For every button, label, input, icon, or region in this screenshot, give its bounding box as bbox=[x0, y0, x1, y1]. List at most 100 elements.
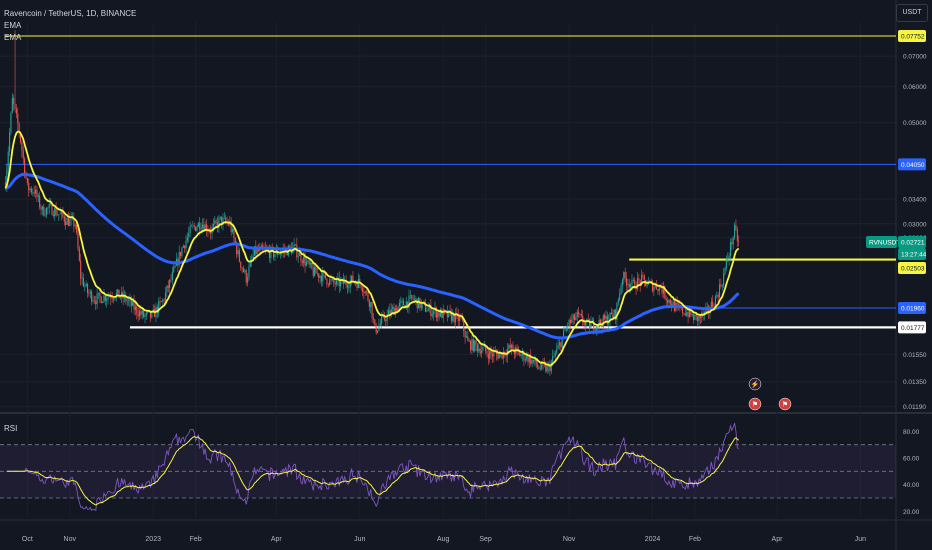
candle-body bbox=[108, 296, 110, 298]
candle-body bbox=[579, 313, 581, 315]
candle-body bbox=[736, 229, 738, 242]
candle-body bbox=[28, 182, 30, 191]
candle-body bbox=[223, 217, 225, 219]
candle-body bbox=[731, 242, 733, 245]
candle-body bbox=[230, 221, 232, 232]
candle-body bbox=[251, 259, 253, 261]
candle-body bbox=[438, 312, 440, 317]
candle-body bbox=[639, 280, 641, 285]
candle-body bbox=[578, 311, 580, 314]
candle-body bbox=[7, 151, 9, 170]
candle-body bbox=[143, 310, 145, 317]
candle-body bbox=[415, 298, 417, 300]
candle-body bbox=[240, 261, 242, 268]
ema-lines bbox=[4, 130, 740, 367]
candle-body bbox=[483, 345, 485, 348]
candle-body bbox=[95, 301, 97, 305]
ema-indicator-label-2[interactable]: EMA bbox=[4, 33, 22, 42]
candle-body bbox=[667, 300, 669, 303]
candle-body bbox=[398, 302, 400, 307]
candle-body bbox=[553, 355, 555, 357]
candle-body bbox=[26, 178, 28, 183]
candle-body bbox=[641, 275, 643, 285]
candle-body bbox=[549, 365, 551, 372]
candle-body bbox=[133, 300, 135, 310]
candle-body bbox=[192, 225, 194, 227]
rsi-label[interactable]: RSI bbox=[4, 424, 18, 433]
candle-body bbox=[493, 351, 495, 357]
candle-body bbox=[316, 273, 318, 274]
candle-body bbox=[405, 301, 407, 309]
candle-body bbox=[78, 248, 80, 261]
candle-body bbox=[430, 305, 432, 317]
time-tick-label: Nov bbox=[64, 536, 77, 543]
candle-body bbox=[599, 319, 602, 324]
candle-body bbox=[537, 364, 539, 367]
rsi-tick-label: 60.00 bbox=[903, 456, 920, 463]
candle-body bbox=[646, 284, 648, 286]
candle-body bbox=[512, 344, 514, 351]
candle-body bbox=[301, 261, 303, 264]
candle-body bbox=[444, 309, 446, 311]
candle-body bbox=[208, 231, 210, 232]
candle-body bbox=[615, 310, 617, 320]
candle-body bbox=[35, 189, 37, 194]
candle-body bbox=[214, 220, 216, 224]
candle-body bbox=[402, 300, 405, 306]
candle-body bbox=[720, 284, 722, 287]
candle-body bbox=[710, 301, 712, 310]
candle-body bbox=[441, 309, 443, 319]
candle-body bbox=[41, 206, 43, 210]
candle-body bbox=[657, 289, 659, 292]
ema-fast-line bbox=[4, 130, 740, 367]
candle-body bbox=[136, 306, 138, 314]
candle-body bbox=[580, 314, 582, 316]
candle-body bbox=[621, 279, 623, 286]
candle-body bbox=[236, 243, 238, 255]
candle-body bbox=[409, 295, 411, 296]
candle-body bbox=[381, 316, 383, 324]
rsi-tick-label: 80.00 bbox=[903, 429, 920, 436]
candle-body bbox=[144, 315, 146, 317]
candle-body bbox=[335, 279, 338, 285]
candle-body bbox=[385, 319, 387, 322]
event-icons: ⚡ ⚑ ⚑ bbox=[748, 377, 792, 411]
candle-body bbox=[4, 182, 7, 189]
candle-body bbox=[450, 311, 452, 321]
horizontal-lines bbox=[5, 35, 896, 329]
price-label-upper-level-bg bbox=[898, 158, 926, 171]
symbol-title[interactable]: Ravencoin / TetherUS, 1D, BINANCE bbox=[4, 9, 137, 18]
candle-body bbox=[459, 317, 461, 322]
ema-indicator-label-1[interactable]: EMA bbox=[4, 21, 22, 30]
candle-body bbox=[252, 255, 254, 260]
split-event-icon-glyph: ⚡ bbox=[751, 380, 760, 389]
currency-button[interactable]: USDT bbox=[896, 4, 928, 22]
candle-body bbox=[260, 245, 262, 248]
chart-legend: Ravencoin / TetherUS, 1D, BINANCE EMA EM… bbox=[4, 8, 136, 44]
candle-body bbox=[221, 216, 223, 225]
candle-body bbox=[84, 286, 86, 287]
rsi-tick-label: 20.00 bbox=[903, 509, 920, 516]
candle-body bbox=[82, 277, 84, 287]
candle-body bbox=[697, 316, 699, 322]
candle-body bbox=[11, 97, 13, 113]
candle-body bbox=[732, 237, 734, 245]
candle-body bbox=[587, 319, 589, 321]
candle-body bbox=[366, 291, 368, 293]
candle-body bbox=[349, 280, 351, 288]
candle-body bbox=[359, 279, 361, 284]
candle-body bbox=[474, 340, 476, 351]
candle-body bbox=[576, 311, 578, 317]
candle-body bbox=[531, 359, 533, 364]
candle-body bbox=[735, 224, 737, 230]
candle-body bbox=[96, 293, 98, 305]
candle-body bbox=[606, 315, 608, 325]
candle-body bbox=[77, 232, 79, 249]
candle-body bbox=[728, 255, 730, 259]
candle-body bbox=[47, 207, 49, 209]
candle-body bbox=[315, 266, 317, 274]
candle-body bbox=[129, 299, 131, 301]
candle-body bbox=[32, 191, 34, 193]
candle-body bbox=[149, 311, 152, 318]
